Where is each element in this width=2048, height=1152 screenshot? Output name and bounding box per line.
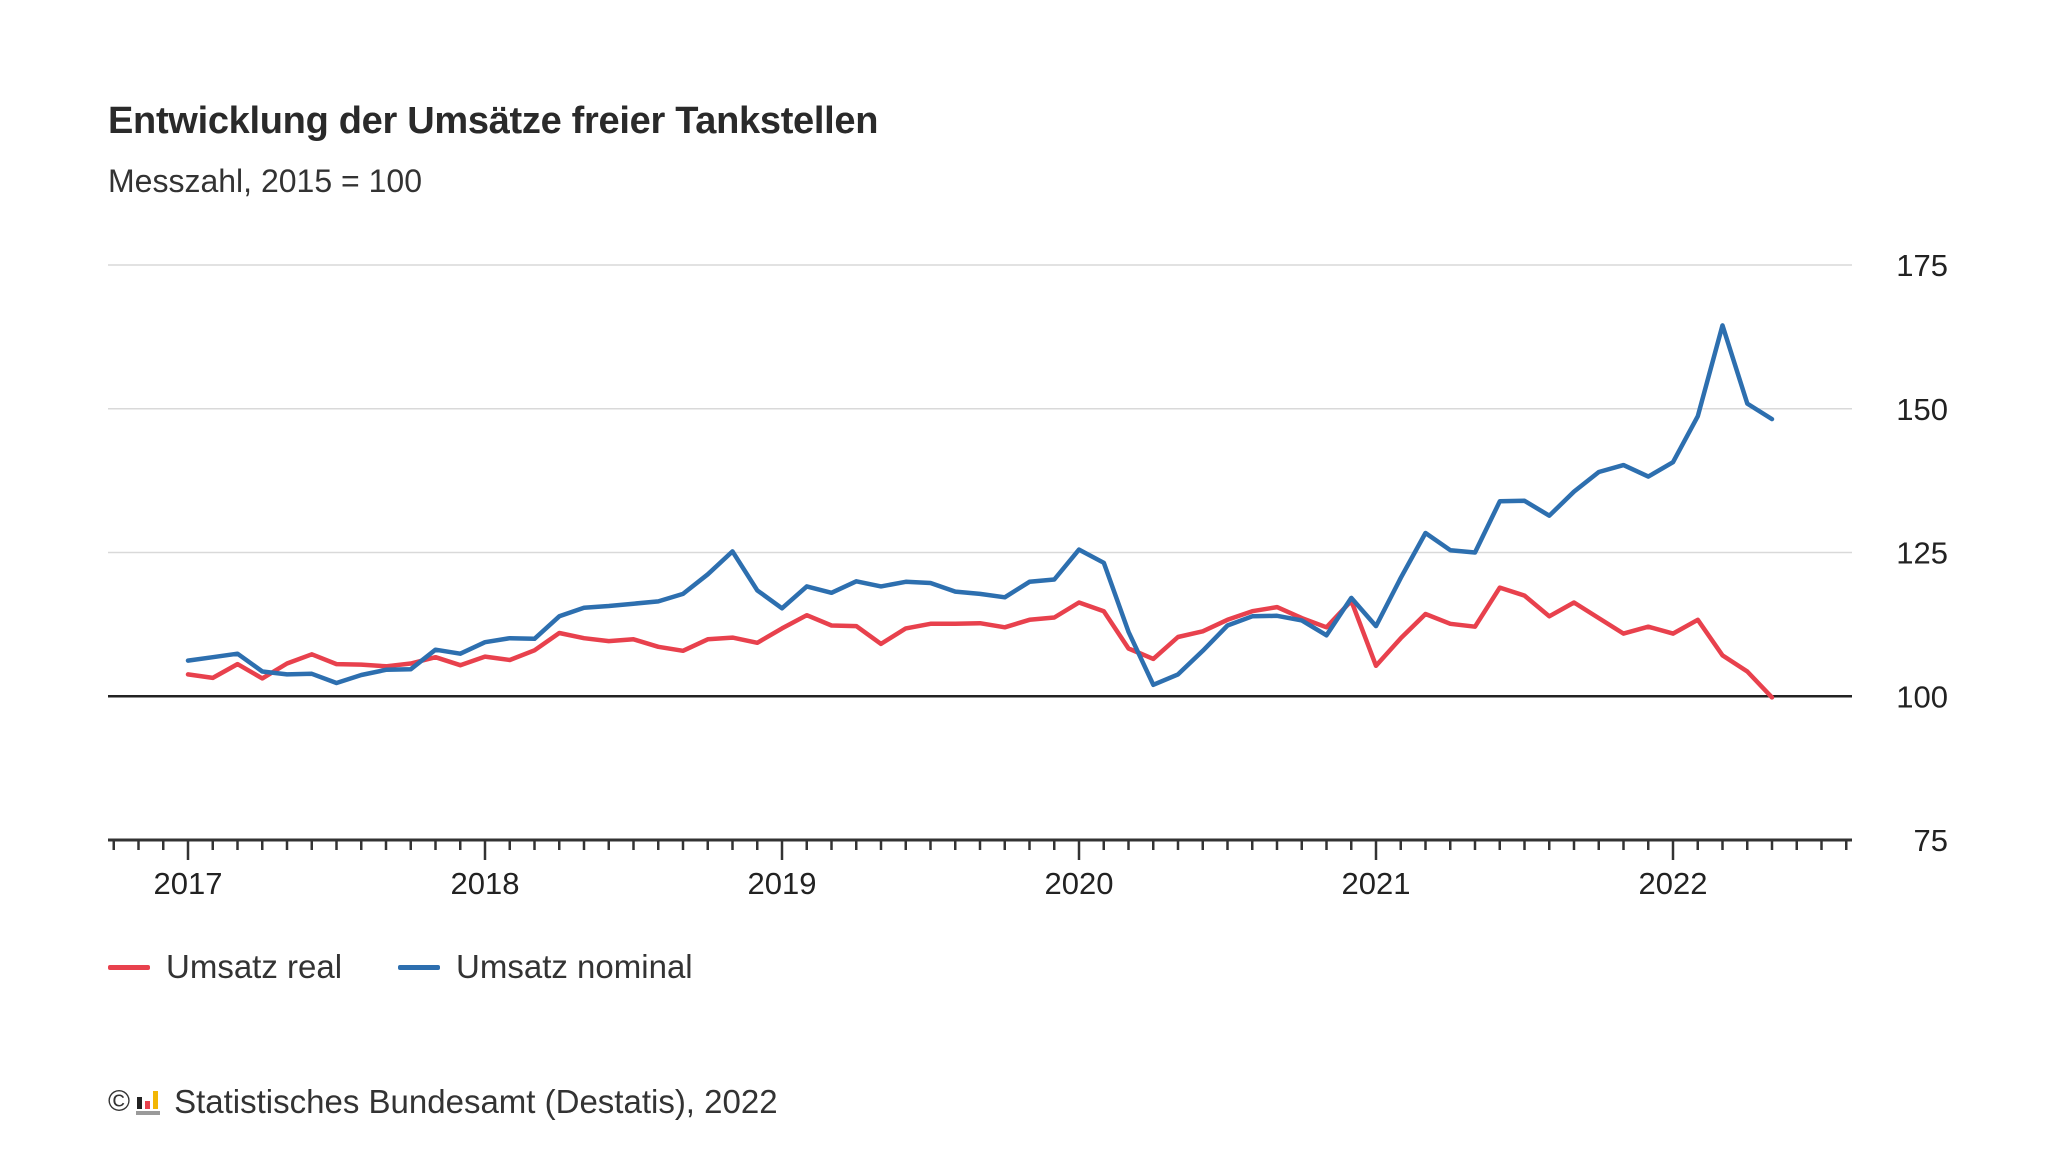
copyright-symbol: © [108,1085,131,1118]
legend-item-real[interactable]: Umsatz real [108,948,342,986]
series-line-umsatz-real [185,585,1775,700]
y-tick-label-125: 125 [1896,536,1948,571]
legend-label-nominal: Umsatz nominal [456,948,693,985]
x-tick-label-2018: 2018 [451,866,520,901]
x-tick-label-2017: 2017 [154,866,223,901]
source-footer: © Statistisches Bundesamt (Destatis), 20… [108,1083,778,1121]
y-tick-label-175: 175 [1896,248,1948,283]
chart-subtitle: Messzahl, 2015 = 100 [108,163,422,199]
x-tick-label-2021: 2021 [1342,866,1411,901]
chart-title: Entwicklung der Umsätze freier Tankstell… [108,100,879,142]
series-line-umsatz-nominal [185,323,1775,688]
x-tick-label-2019: 2019 [748,866,817,901]
y-tick-label-100: 100 [1896,679,1948,714]
legend-label-real: Umsatz real [166,948,343,985]
x-tick-label-2022: 2022 [1639,866,1708,901]
legend: Umsatz real Umsatz nominal [108,948,749,986]
y-tick-label-150: 150 [1896,392,1948,427]
legend-swatch-real [108,964,150,970]
source-text: Statistisches Bundesamt (Destatis), 2022 [174,1083,778,1120]
legend-item-nominal[interactable]: Umsatz nominal [398,948,693,986]
x-axis: 2017 2018 2019 2020 2021 2022 [108,838,1852,901]
lines-layer [185,323,1775,700]
legend-swatch-nominal [398,964,441,970]
x-tick-label-2020: 2020 [1045,866,1114,901]
destatis-logo-icon [136,1091,161,1115]
y-tick-label-75: 75 [1914,823,1948,858]
grid-layer: 75 100 125 150 175 [108,248,1948,858]
